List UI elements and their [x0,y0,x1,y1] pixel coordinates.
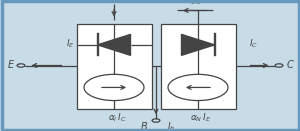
Bar [160,24,236,109]
Circle shape [84,74,144,101]
Text: $I_b$: $I_b$ [167,121,175,131]
Text: B: B [141,122,147,131]
Circle shape [168,74,228,101]
Polygon shape [182,34,214,55]
Bar [76,24,152,109]
Text: $I_E$: $I_E$ [66,37,75,50]
Text: $\alpha_N\,I_E$: $\alpha_N\,I_E$ [190,112,212,124]
Text: $I_{EO}$: $I_{EO}$ [119,0,133,4]
Text: $\alpha_I\,I_C$: $\alpha_I\,I_C$ [108,112,126,124]
Text: C: C [286,61,293,70]
Polygon shape [98,34,130,55]
Text: $I_C$: $I_C$ [249,37,258,50]
Text: E: E [8,61,14,70]
Text: $I_{CO}$: $I_{CO}$ [188,0,202,7]
